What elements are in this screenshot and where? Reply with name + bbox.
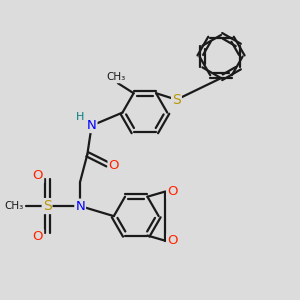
Text: H: H	[75, 112, 84, 122]
Text: CH₃: CH₃	[107, 72, 126, 82]
Text: O: O	[109, 159, 119, 172]
Text: O: O	[33, 169, 43, 182]
Text: N: N	[75, 200, 85, 213]
Text: N: N	[87, 119, 97, 132]
Text: O: O	[33, 230, 43, 243]
Text: O: O	[167, 185, 178, 198]
Text: S: S	[43, 199, 52, 213]
Text: CH₃: CH₃	[5, 201, 24, 211]
Text: S: S	[172, 93, 181, 107]
Text: O: O	[167, 234, 178, 247]
